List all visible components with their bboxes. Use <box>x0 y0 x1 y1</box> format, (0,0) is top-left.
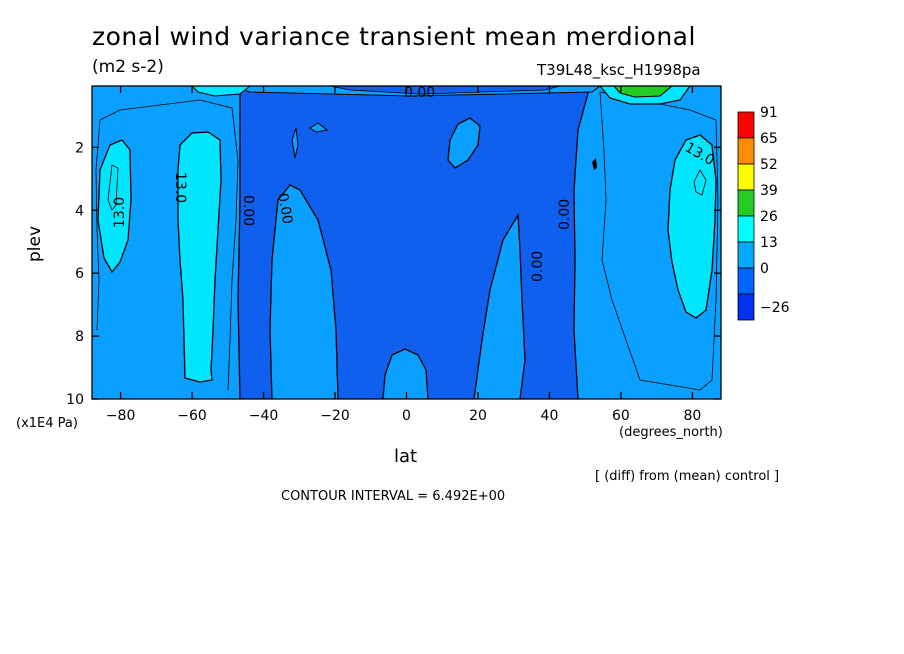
y-axis-unit: (x1E4 Pa) <box>16 416 78 431</box>
field-top-left-mid <box>191 86 251 97</box>
contour-label: 0.00 <box>557 199 573 230</box>
x-tick-label: 40 <box>541 408 559 424</box>
legend-swatch <box>737 189 755 217</box>
diff-note: [ (diff) from (mean) control ] <box>595 469 780 484</box>
contour-label: 0.00 <box>274 192 295 225</box>
x-tick-label: −20 <box>320 408 350 424</box>
field-small-blob-2 <box>291 127 299 159</box>
legend-label: −26 <box>760 300 790 316</box>
x-axis-ticks: −80 −60 −40 −20 0 20 40 60 80 <box>106 86 701 424</box>
legend-label: 65 <box>760 131 778 147</box>
legend-swatch <box>737 137 755 165</box>
x-tick-label: 80 <box>683 408 701 424</box>
run-label: T39L48_ksc_H1998pa <box>537 61 701 79</box>
contour-label: 0.00 <box>240 195 256 226</box>
x-axis-unit: (degrees_north) <box>619 425 723 440</box>
y-axis-ticks: 2 4 6 8 10 <box>66 140 721 408</box>
x-tick-label: 60 <box>612 408 630 424</box>
field-mid-left-1 <box>97 139 132 274</box>
y-tick-label: 8 <box>75 329 84 345</box>
legend-label: 52 <box>760 157 778 173</box>
chart-subtitle: (m2 s-2) <box>92 57 164 77</box>
legend-swatch <box>737 293 755 321</box>
field-low-blob-upper <box>447 117 481 169</box>
y-tick-label: 4 <box>75 203 84 219</box>
field-small-dark <box>592 158 597 170</box>
x-tick-label: −80 <box>106 408 136 424</box>
x-tick-label: −40 <box>249 408 279 424</box>
field-mid-left-2 <box>177 131 222 383</box>
legend-swatch <box>737 111 755 139</box>
line-left-inner <box>107 164 119 211</box>
contour-fields <box>92 86 721 399</box>
legend-label: 91 <box>760 105 778 121</box>
field-top-right-high <box>613 86 673 98</box>
legend-label: 39 <box>760 183 778 199</box>
line-left-outer <box>95 99 239 391</box>
chart-title: zonal wind variance transient mean merdi… <box>92 22 696 51</box>
contour-label: 0.00 <box>530 251 546 282</box>
contour-label: 0.00 <box>404 85 435 101</box>
field-top-neg <box>329 86 561 95</box>
legend-swatch <box>737 215 755 243</box>
legend-label: 26 <box>760 209 778 225</box>
x-tick-label: −60 <box>177 408 207 424</box>
line-right-outer <box>599 91 719 391</box>
contour-interval: CONTOUR INTERVAL = 6.492E+00 <box>281 489 506 504</box>
contour-label: 13.0 <box>172 172 188 203</box>
legend-swatch <box>737 241 755 269</box>
x-tick-label: 20 <box>469 408 487 424</box>
field-mid-right <box>667 134 717 319</box>
legend-label: 13 <box>760 235 778 251</box>
x-tick-label: 0 <box>402 408 411 424</box>
contour-label: 13.0 <box>112 197 128 228</box>
field-low-bottom-bump <box>382 348 429 399</box>
y-tick-label: 2 <box>75 140 84 156</box>
x-axis-label: lat <box>394 446 418 467</box>
legend-label: 0 <box>760 261 769 277</box>
y-tick-label: 10 <box>66 392 84 408</box>
legend-swatch <box>737 267 755 295</box>
line-right-inner <box>693 169 707 196</box>
field-small-blob-1 <box>309 122 329 133</box>
legend-swatch <box>737 163 755 191</box>
y-tick-label: 6 <box>75 266 84 282</box>
field-negative-central <box>237 86 591 399</box>
color-legend: 91 65 52 39 26 13 0 −26 <box>737 105 790 321</box>
